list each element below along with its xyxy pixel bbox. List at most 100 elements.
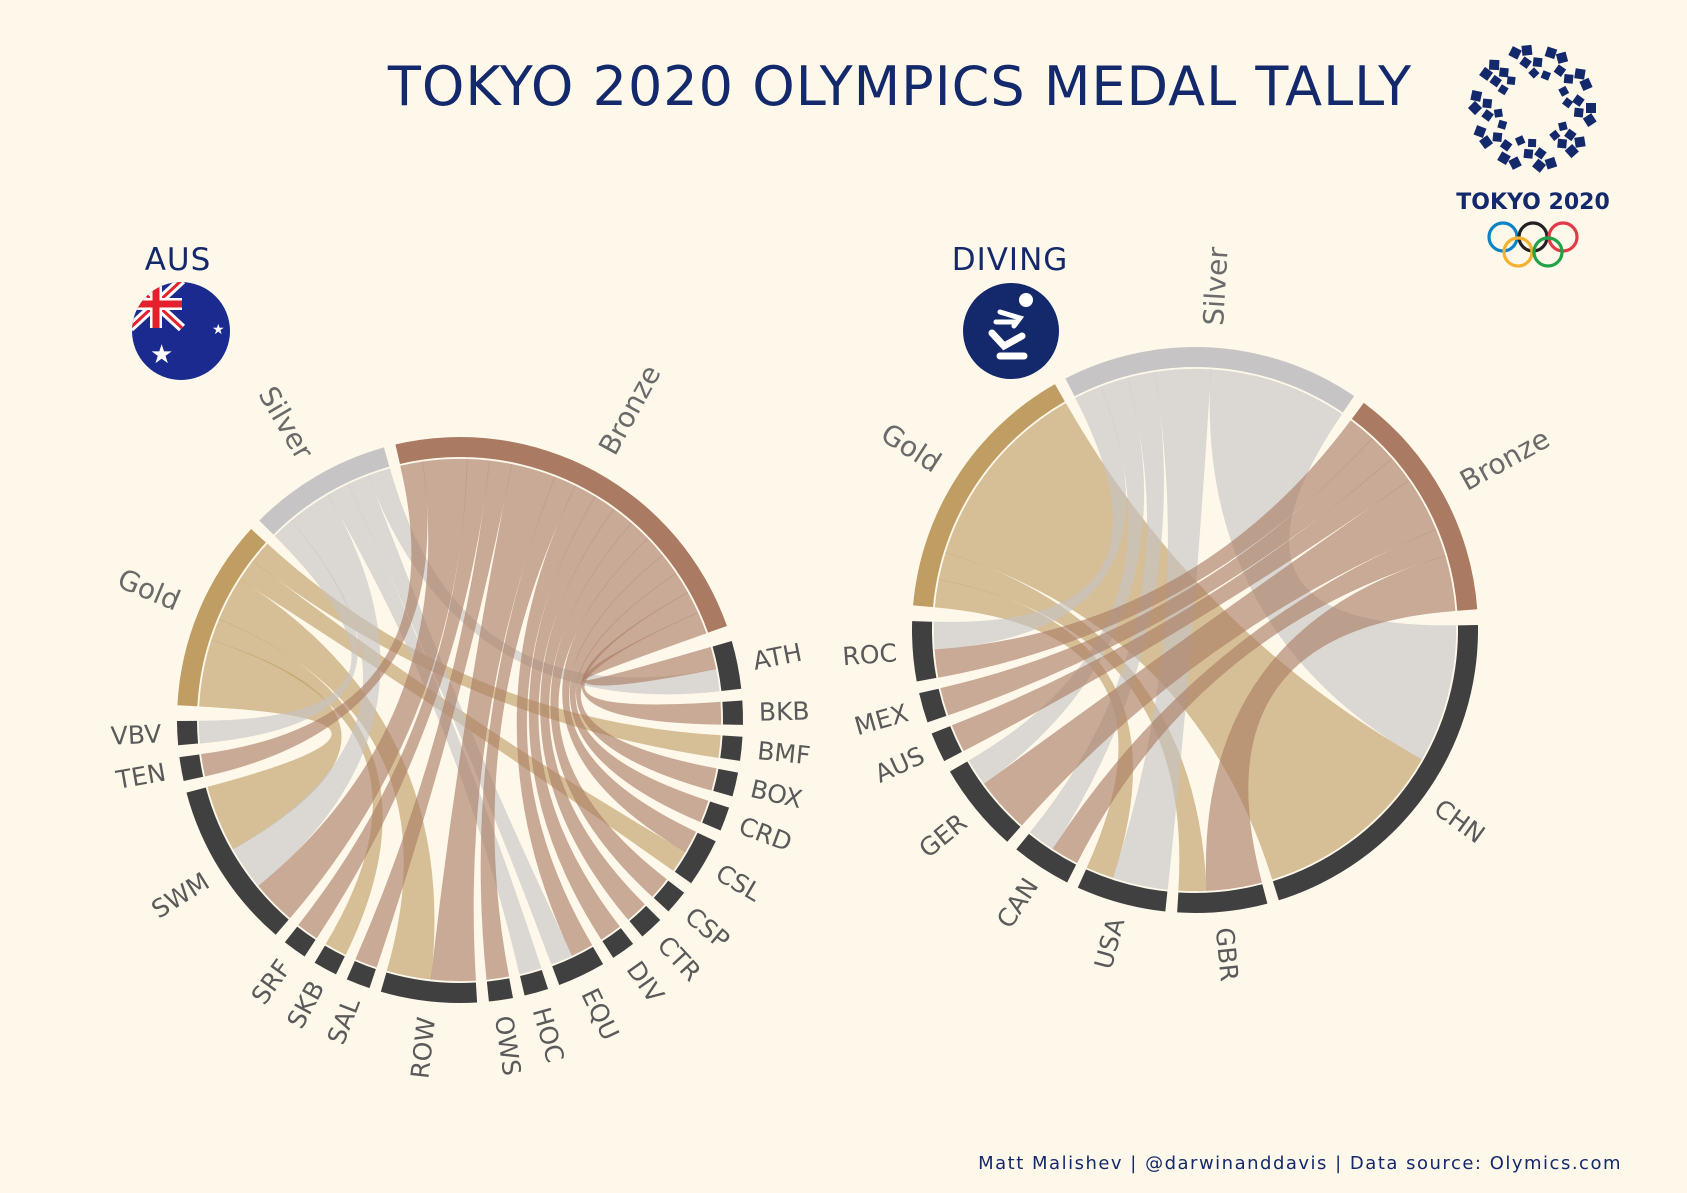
ribbon-bronze-roc	[934, 420, 1373, 678]
sector-arc-chn	[1272, 625, 1478, 901]
ribbon-bronze-box	[575, 572, 717, 791]
sector-arc-hoc	[520, 969, 549, 996]
svg-text:★: ★	[212, 322, 225, 338]
ribbon-bronze-csp	[550, 522, 668, 897]
sector-label-equ: EQU	[575, 984, 624, 1045]
sector-arc-ath	[712, 641, 742, 691]
ribbon-silver-ger	[968, 377, 1145, 785]
ribbon-gold-skb	[211, 618, 383, 956]
ribbon-bronze-srf	[298, 458, 490, 939]
sector-arc-ger	[949, 761, 1021, 842]
ribbon-bronze-equ	[516, 485, 596, 957]
sector-arc-srf	[284, 926, 316, 957]
sector-label-div: DIV	[621, 956, 670, 1008]
sector-label-gold: Gold	[113, 562, 185, 617]
tokyo-2020-emblem-icon: TOKYO 2020	[1456, 44, 1610, 268]
ribbon-bronze-ger	[983, 480, 1437, 826]
sector-label-swm: SWM	[146, 867, 214, 925]
ribbon-bronze-sal	[355, 460, 513, 968]
sector-arc-box	[713, 768, 739, 797]
chart-title-diving: DIVING	[952, 242, 1069, 278]
ribbons	[198, 458, 722, 982]
sector-label-bkb: BKB	[759, 696, 810, 726]
sector-label-csl: CSL	[711, 858, 766, 907]
sector-arc-silver	[1065, 347, 1355, 413]
sector-arc-sal	[346, 961, 376, 989]
sector-arc-ctr	[629, 905, 661, 937]
sector-arc-can	[1016, 833, 1077, 883]
sector-label-chn: CHN	[1429, 794, 1491, 850]
ribbon-bronze-crd	[569, 554, 709, 823]
svg-text:★: ★	[150, 340, 173, 370]
ribbon-bronze-ten	[200, 461, 428, 777]
sector-arc-bmf	[720, 735, 743, 761]
sector-label-ger: GER	[913, 808, 972, 864]
sector-arcs	[912, 347, 1478, 913]
sector-label-mex: MEX	[851, 698, 911, 741]
sector-label-aus: AUS	[870, 741, 929, 789]
ribbon-bronze-aus	[951, 458, 1410, 752]
sector-label-usa: USA	[1089, 915, 1131, 973]
sector-arc-div	[602, 928, 634, 958]
ribbon-bronze-mex	[940, 437, 1393, 716]
sector-arc-bkb	[722, 700, 743, 725]
sector-arc-roc	[912, 621, 937, 682]
australia-flag-icon: ★ ★	[132, 282, 230, 380]
credit-text: Matt Malishev | @darwinanddavis | Data s…	[978, 1153, 1622, 1174]
sector-arc-equ	[552, 946, 604, 986]
sector-arc-gbr	[1177, 884, 1268, 913]
sector-label-vbv: VBV	[110, 719, 162, 750]
sector-label-gold: Gold	[875, 417, 947, 480]
sector-label-ows: OWS	[489, 1014, 526, 1078]
sector-arc-ows	[486, 978, 513, 1002]
sector-arc-skb	[314, 945, 345, 975]
sector-arc-crd	[702, 801, 730, 831]
sector-arcs	[177, 437, 743, 1003]
ribbon-bronze-div	[528, 496, 621, 940]
diving-pictogram-icon	[963, 283, 1059, 379]
sector-label-can: CAN	[991, 873, 1044, 933]
olympic-rings-icon	[1487, 221, 1579, 268]
sector-label-roc: ROC	[841, 638, 898, 671]
page-title: TOKYO 2020 OLYMPICS MEDAL TALLY	[387, 55, 1412, 118]
ribbons	[933, 368, 1457, 892]
sector-arc-bronze	[395, 437, 727, 633]
ribbon-bronze-can	[1052, 529, 1446, 864]
sector-label-hoc: HOC	[527, 1004, 570, 1066]
sector-label-ath: ATH	[750, 638, 804, 676]
sector-label-silver: Silver	[252, 381, 320, 466]
sector-arc-gold	[177, 529, 266, 707]
ribbon-silver-vbv	[198, 520, 358, 744]
sector-label-bronze: Bronze	[592, 360, 667, 461]
ribbon-bronze-csl	[562, 538, 697, 853]
ribbon-silver-swm	[232, 494, 381, 887]
sector-arc-mex	[919, 688, 947, 723]
sector-arc-gold	[913, 384, 1065, 608]
sector-arc-vbv	[177, 720, 199, 746]
sector-label-skb: SKB	[281, 976, 330, 1033]
ribbon-bronze-swm	[258, 458, 468, 919]
sector-arc-swm	[186, 787, 289, 935]
sector-arc-bronze	[1351, 402, 1478, 611]
sector-label-crd: CRD	[735, 811, 796, 857]
sector-arc-ten	[179, 754, 204, 782]
sector-label-gbr: GBR	[1210, 926, 1244, 982]
ribbon-bronze-gbr	[1205, 555, 1456, 892]
sector-arc-silver	[259, 447, 390, 535]
sector-arc-aus	[931, 726, 962, 762]
sector-label-ten: TEN	[113, 758, 168, 795]
sector-label-bmf: BMF	[756, 736, 812, 770]
sector-label-bronze: Bronze	[1454, 422, 1555, 498]
sector-arc-csl	[674, 832, 716, 884]
ribbon-bronze-row	[430, 463, 556, 982]
ribbon-silver-roc	[933, 386, 1127, 651]
ribbon-silver-can	[1029, 371, 1165, 850]
chart-title-aus: AUS	[145, 242, 212, 278]
ribbon-bronze-ows	[480, 476, 576, 980]
sector-label-box: BOX	[748, 774, 805, 814]
logo-text: TOKYO 2020	[1456, 190, 1610, 215]
sector-label-silver: Silver	[1197, 246, 1235, 327]
